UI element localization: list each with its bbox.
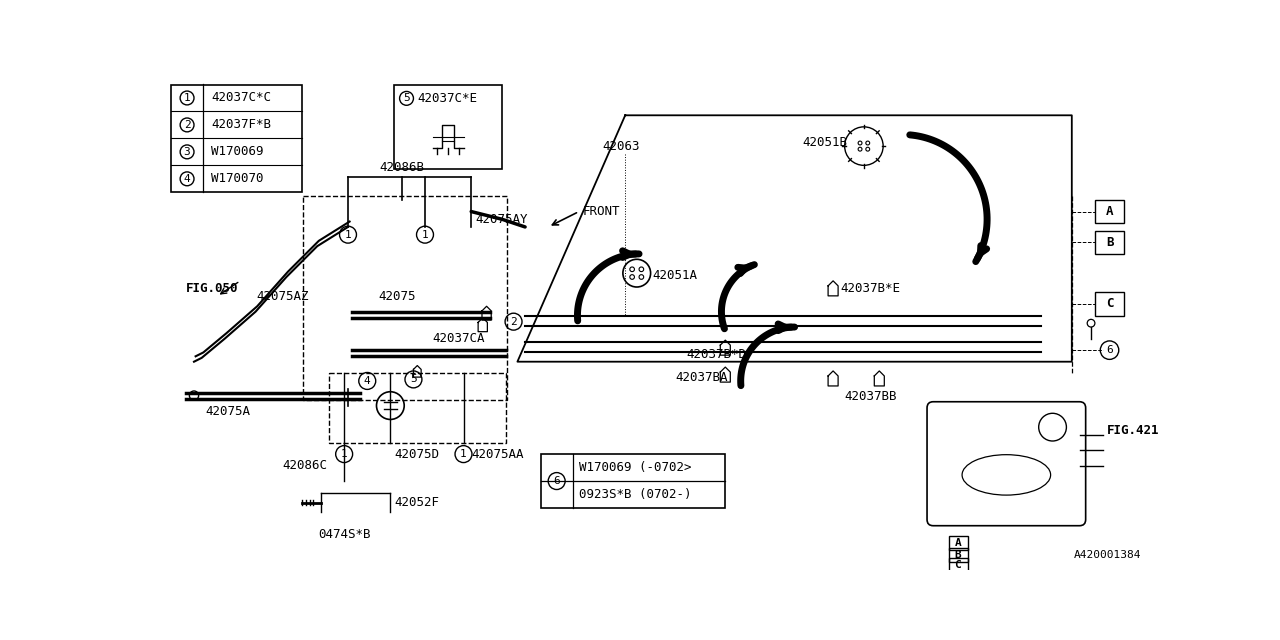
Text: 4: 4 [364, 376, 371, 386]
Text: 42086C: 42086C [283, 459, 328, 472]
Text: 42037C*E: 42037C*E [417, 92, 477, 105]
Text: 1: 1 [421, 230, 429, 239]
Text: 4: 4 [184, 174, 191, 184]
Text: 42037B*D: 42037B*D [687, 348, 746, 360]
Text: C: C [955, 560, 961, 570]
Text: 42037CA: 42037CA [433, 332, 485, 345]
Bar [948, 558, 968, 572]
Text: A420001384: A420001384 [1074, 550, 1140, 561]
Text: W170070: W170070 [211, 172, 264, 186]
Bar [948, 536, 968, 550]
Text: 1: 1 [344, 230, 352, 239]
Text: 5: 5 [410, 374, 417, 385]
Text: 42051A: 42051A [652, 269, 698, 282]
Text: 42037BB: 42037BB [845, 390, 897, 403]
Bar [1094, 200, 1124, 223]
Text: 42051B: 42051B [803, 136, 847, 148]
Text: A: A [955, 538, 961, 548]
Text: 6: 6 [1106, 345, 1112, 355]
Text: 42075A: 42075A [206, 405, 251, 419]
Text: 1: 1 [340, 449, 348, 459]
Text: C: C [1106, 298, 1114, 310]
Text: W170069 (-0702>: W170069 (-0702> [579, 461, 691, 474]
Text: 1: 1 [184, 93, 191, 103]
Text: 3: 3 [184, 147, 191, 157]
Bar [948, 548, 968, 562]
Text: B: B [1106, 236, 1114, 249]
Text: 42052F: 42052F [394, 496, 439, 509]
Text: W170069: W170069 [211, 145, 264, 158]
Bar [394, 84, 502, 169]
Bar [1094, 231, 1124, 254]
Text: FIG.050: FIG.050 [187, 282, 239, 295]
Text: 1: 1 [460, 449, 467, 459]
Text: 6: 6 [553, 476, 561, 486]
Text: 42037BA: 42037BA [676, 371, 728, 383]
Text: 42086B: 42086B [379, 161, 425, 174]
Bar [540, 454, 726, 508]
Text: 42075AY: 42075AY [475, 212, 527, 226]
Text: B: B [955, 550, 961, 560]
Text: 42037C*C: 42037C*C [211, 92, 271, 104]
Text: 0474S*B: 0474S*B [317, 529, 370, 541]
Text: 2: 2 [184, 120, 191, 130]
Text: FRONT: FRONT [582, 205, 621, 218]
Bar [329, 373, 506, 442]
Text: A: A [1106, 205, 1114, 218]
Text: 42075AZ: 42075AZ [256, 290, 308, 303]
Text: 42075: 42075 [379, 290, 416, 303]
Text: 5: 5 [403, 93, 410, 103]
Bar [172, 84, 302, 192]
Bar [1094, 292, 1124, 316]
Text: 0923S*B (0702-): 0923S*B (0702-) [579, 488, 691, 501]
Text: FIG.421: FIG.421 [1106, 424, 1158, 438]
Bar [303, 196, 507, 400]
Text: 42063: 42063 [602, 140, 640, 152]
Text: 42037B*E: 42037B*E [841, 282, 901, 295]
Text: 42075AA: 42075AA [471, 447, 524, 461]
Text: 2: 2 [511, 317, 517, 326]
Text: 42037F*B: 42037F*B [211, 118, 271, 131]
Text: 42075D: 42075D [394, 447, 439, 461]
